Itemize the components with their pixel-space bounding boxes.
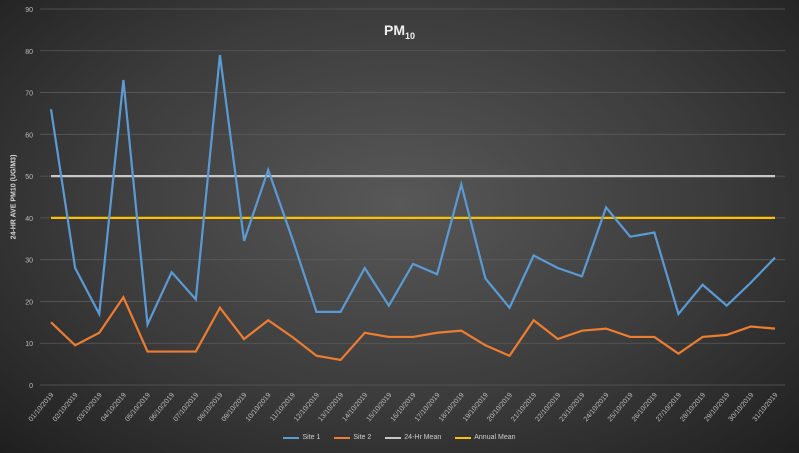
legend-item: Annual Mean: [455, 434, 516, 441]
y-tick-label: 10: [25, 341, 33, 348]
y-tick-label: 40: [25, 216, 33, 223]
legend-label: Site 1: [302, 434, 321, 441]
legend-swatch: [334, 436, 351, 439]
y-tick-label: 30: [25, 258, 33, 265]
legend-item: 24-Hr Mean: [385, 434, 441, 441]
legend-swatch: [283, 436, 300, 439]
x-tick-label: 31/10/2019: [752, 392, 780, 423]
y-axis-label: 24-HR AVE PM10 (UG/M3): [10, 154, 18, 240]
legend-label: Site 2: [353, 434, 372, 441]
series-line-site-2: [50, 295, 776, 362]
legend-swatch: [385, 436, 402, 439]
legend-label: Annual Mean: [474, 434, 516, 441]
y-tick-label: 60: [25, 132, 33, 139]
legend: Site 1 Site 2 24-Hr Mean Annual Mean: [0, 434, 799, 441]
legend-swatch: [455, 436, 472, 439]
y-tick-label: 80: [25, 49, 33, 56]
y-tick-label: 0: [29, 383, 33, 390]
y-tick-label: 50: [25, 174, 33, 181]
legend-label: 24-Hr Mean: [404, 434, 442, 441]
y-tick-label: 70: [25, 91, 33, 98]
legend-item: Site 2: [334, 434, 371, 441]
chart-title: PM10: [383, 22, 415, 41]
y-tick-label: 20: [25, 299, 33, 306]
series-line-site-1: [49, 54, 776, 329]
legend-item: Site 1: [283, 434, 320, 441]
y-tick-label: 90: [25, 7, 33, 14]
